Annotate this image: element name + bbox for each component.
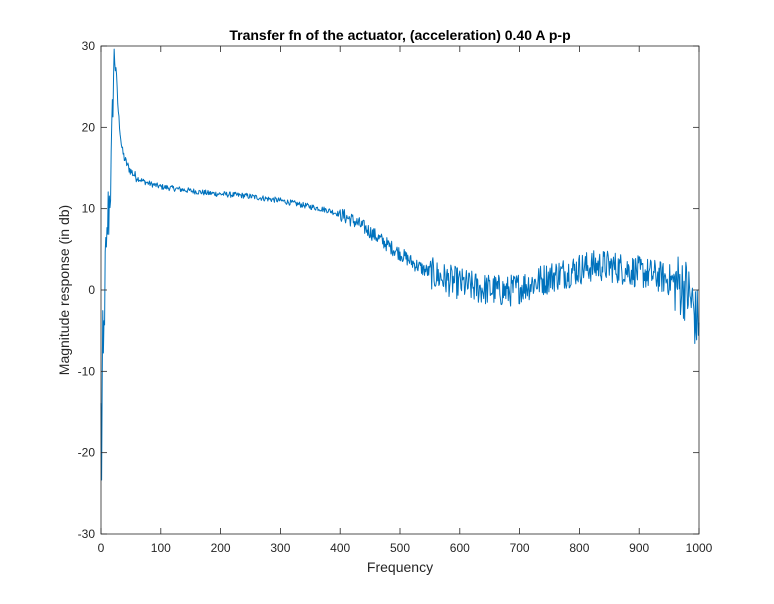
plot-area: 0 100 200 300 400 500 600 700 800 900 1000 -30-20-… [78,39,713,555]
y-tick-label: -20 [78,446,96,460]
x-tick-label: 900 [629,541,649,555]
x-tick-label: 1000 [686,541,713,555]
series-line-0 [100,48,700,481]
y-tick-label: 20 [82,120,96,134]
y-tick-label: 0 [88,283,95,297]
y-tick-label: -30 [78,527,96,541]
x-tick-label: 500 [390,541,410,555]
y-axis-label: Magnitude response (in db) [56,205,72,375]
chart-title: Transfer fn of the actuator, (accelerati… [229,27,570,43]
x-tick-label: 600 [450,541,470,555]
y-tick-label: 10 [82,202,96,216]
x-tick-label: 400 [330,541,350,555]
x-axis-ticks: 0 100 200 300 400 500 600 700 800 900 1000 [98,46,713,555]
x-axis-label: Frequency [367,559,433,575]
x-tick-label: 100 [151,541,171,555]
x-tick-label: 800 [569,541,589,555]
x-tick-label: 700 [510,541,530,555]
axes-background [101,46,699,534]
y-tick-label: -10 [78,364,96,378]
x-tick-label: 200 [211,541,231,555]
x-tick-label: 300 [270,541,290,555]
x-tick-label: 0 [98,541,105,555]
y-axis-ticks: -30 -20 -10 0 10 20 30 [78,39,699,541]
y-tick-label: 30 [82,39,96,53]
line-layer [100,48,700,481]
